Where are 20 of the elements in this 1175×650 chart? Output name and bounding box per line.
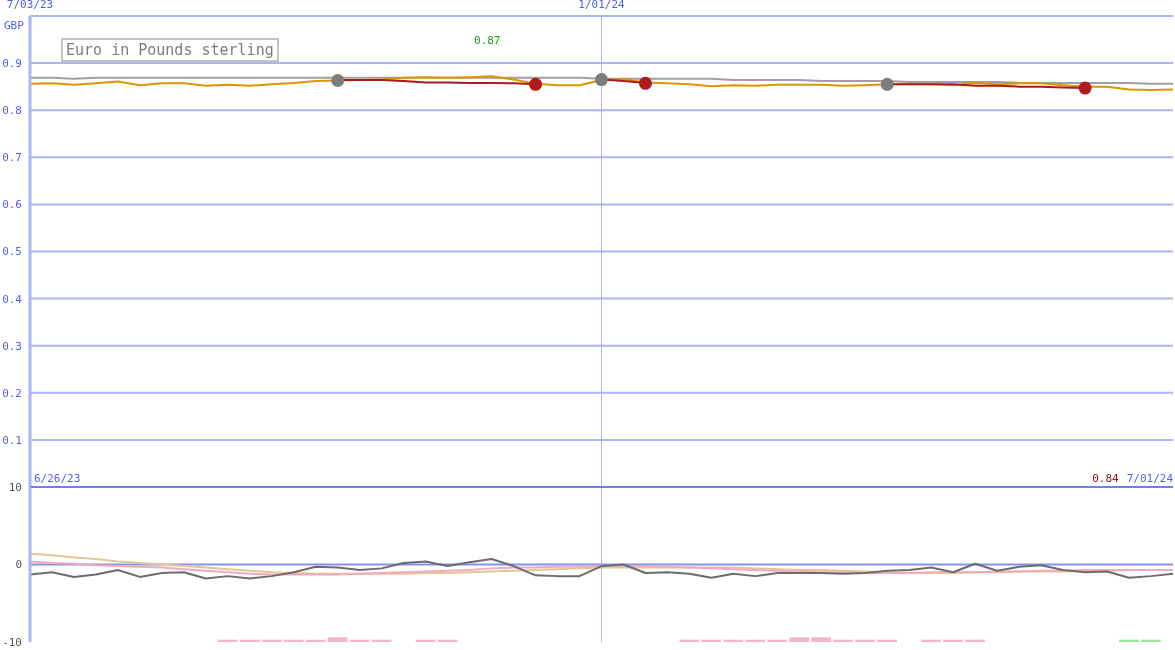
- y-tick-label: 0: [15, 558, 22, 572]
- y-tick-label: 0.6: [2, 198, 22, 212]
- annotation: 7/01/24: [1126, 472, 1173, 485]
- x-tick-label: 1/01/24: [578, 0, 626, 11]
- x-tick-label: 7/03/23: [6, 0, 54, 11]
- y-tick-label: 0.3: [2, 339, 22, 353]
- y-tick-label: 0.2: [2, 386, 22, 400]
- y-tick-label: -10: [2, 635, 22, 649]
- text: Euro in Pounds sterling: [61, 38, 279, 62]
- y-tick-label: 0.4: [2, 292, 23, 306]
- annotation: 6/26/23: [34, 472, 81, 485]
- annotation: 0.84: [1092, 472, 1119, 485]
- y-axis-title: GBP: [4, 19, 24, 32]
- y-tick-label: 0.7: [2, 151, 22, 165]
- y-tick-label: 0.5: [2, 245, 22, 259]
- y-tick-label: 0.9: [2, 57, 22, 70]
- annotation: 0.87: [473, 34, 501, 47]
- y-tick-label: 10: [8, 480, 22, 494]
- y-tick-label: 0.8: [2, 104, 22, 118]
- y-tick-label: 0.1: [2, 433, 22, 447]
